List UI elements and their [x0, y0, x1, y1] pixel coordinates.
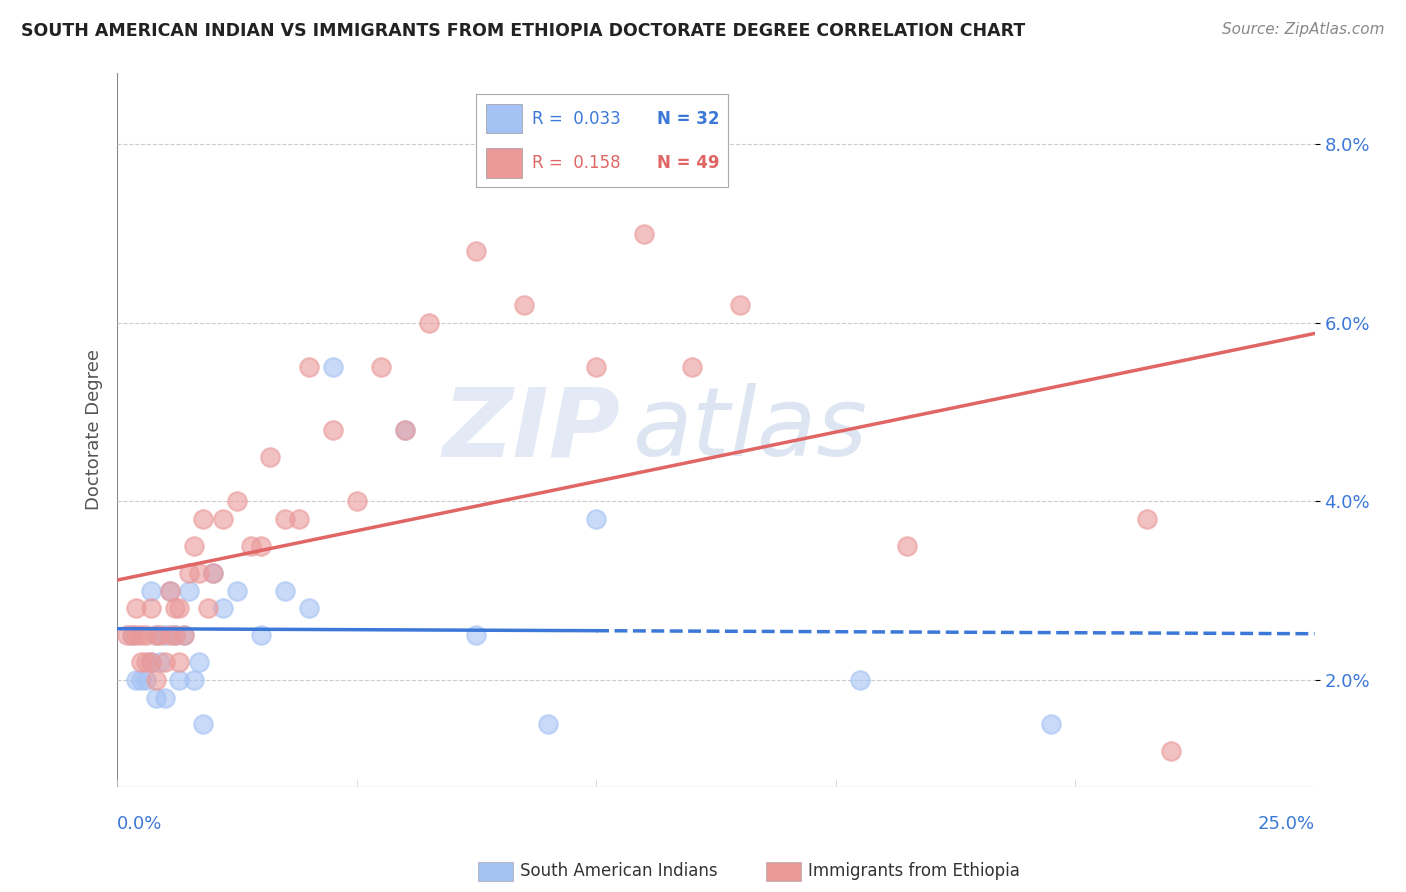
Point [274, 512, 297, 526]
Point [163, 601, 186, 615]
Point [169, 673, 191, 687]
Point [465, 628, 488, 642]
Point [125, 601, 148, 615]
Point [1136, 512, 1159, 526]
Point [173, 628, 195, 642]
Point [159, 628, 181, 642]
Point [537, 717, 560, 731]
Point [125, 628, 148, 642]
Point [145, 673, 167, 687]
Text: Source: ZipAtlas.com: Source: ZipAtlas.com [1222, 22, 1385, 37]
Point [139, 655, 162, 669]
Point [250, 539, 273, 553]
Point [298, 360, 321, 375]
Point [163, 628, 186, 642]
Point [322, 423, 344, 437]
Point [129, 673, 152, 687]
Point [139, 655, 162, 669]
Point [1160, 744, 1182, 758]
Point [394, 423, 416, 437]
Point [513, 298, 536, 312]
Point [121, 628, 143, 642]
Point [418, 316, 440, 330]
Point [201, 566, 224, 580]
Point [346, 494, 368, 508]
Point [211, 601, 233, 615]
Point [240, 539, 263, 553]
Point [211, 512, 233, 526]
Point [145, 628, 167, 642]
Point [197, 601, 219, 615]
Point [193, 512, 215, 526]
Point [177, 566, 200, 580]
Point [153, 628, 176, 642]
Point [394, 423, 416, 437]
Point [274, 583, 297, 598]
Point [585, 360, 607, 375]
Point [125, 673, 148, 687]
Point [226, 494, 249, 508]
Point [173, 628, 195, 642]
Point [139, 601, 162, 615]
Point [163, 628, 186, 642]
Point [187, 566, 209, 580]
Text: 0.0%: 0.0% [117, 815, 163, 833]
Point [370, 360, 392, 375]
Point [135, 655, 157, 669]
Point [201, 566, 224, 580]
Text: SOUTH AMERICAN INDIAN VS IMMIGRANTS FROM ETHIOPIA DOCTORATE DEGREE CORRELATION C: SOUTH AMERICAN INDIAN VS IMMIGRANTS FROM… [21, 22, 1025, 40]
Point [135, 673, 157, 687]
Point [129, 655, 152, 669]
Point [153, 655, 176, 669]
Point [169, 655, 191, 669]
Point [259, 450, 281, 464]
Text: South American Indians: South American Indians [520, 863, 718, 880]
Point [193, 717, 215, 731]
Point [226, 583, 249, 598]
Point [149, 628, 172, 642]
Point [129, 628, 152, 642]
Text: Immigrants from Ethiopia: Immigrants from Ethiopia [808, 863, 1021, 880]
Point [187, 655, 209, 669]
Point [177, 583, 200, 598]
Point [585, 512, 607, 526]
Point [183, 539, 205, 553]
Point [728, 298, 751, 312]
Point [159, 583, 181, 598]
Point [159, 583, 181, 598]
Point [322, 360, 344, 375]
Point [169, 601, 191, 615]
Point [848, 673, 870, 687]
Point [681, 360, 703, 375]
Point [896, 539, 918, 553]
Point [145, 628, 167, 642]
Point [153, 690, 176, 705]
Point [135, 628, 157, 642]
Point [250, 628, 273, 642]
Text: atlas: atlas [633, 384, 868, 476]
Point [1040, 717, 1063, 731]
Text: 25.0%: 25.0% [1257, 815, 1315, 833]
Point [633, 227, 655, 241]
Point [115, 628, 138, 642]
Point [288, 512, 311, 526]
Point [145, 690, 167, 705]
Point [183, 673, 205, 687]
Point [465, 244, 488, 259]
Y-axis label: Doctorate Degree: Doctorate Degree [86, 350, 103, 510]
Text: ZIP: ZIP [443, 384, 620, 476]
Point [149, 655, 172, 669]
Point [298, 601, 321, 615]
Point [121, 628, 143, 642]
Point [139, 583, 162, 598]
